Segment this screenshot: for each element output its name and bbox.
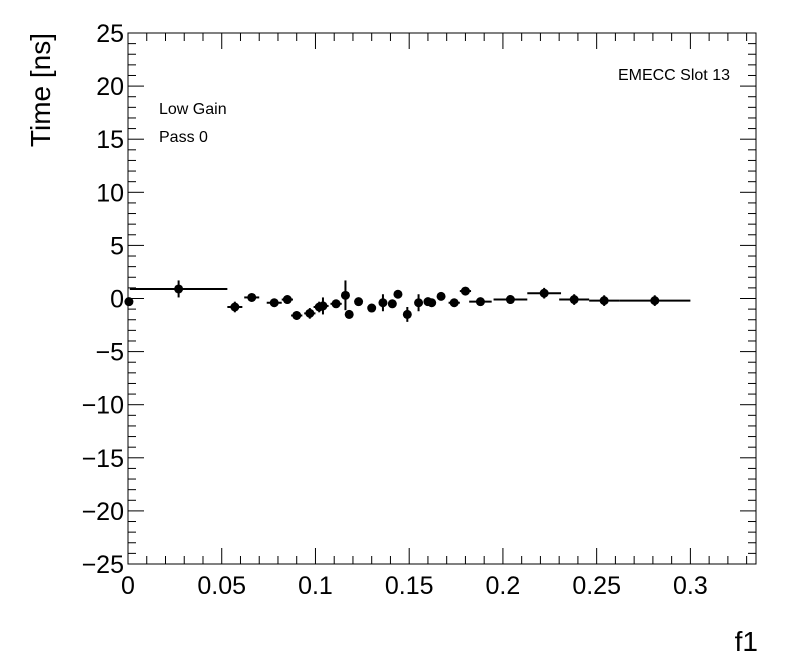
- data-point: [493, 295, 528, 305]
- data-marker: [174, 284, 184, 294]
- data-point: [367, 303, 377, 313]
- data-marker: [124, 297, 134, 307]
- data-point: [387, 299, 397, 309]
- y-tick-labels: −25 −20 −15 −10 −5 0 5 10 15 20 25: [82, 20, 124, 579]
- data-point: [244, 292, 260, 302]
- data-point: [317, 297, 329, 315]
- data-point: [304, 308, 316, 319]
- data-marker: [460, 286, 470, 296]
- data-marker: [269, 298, 279, 308]
- data-marker: [344, 309, 354, 319]
- data-point: [527, 287, 562, 299]
- data-marker: [569, 295, 579, 305]
- data-marker: [378, 298, 388, 308]
- data-marker: [318, 301, 328, 311]
- data-marker: [387, 299, 397, 309]
- data-point: [559, 294, 590, 305]
- x-tick-label: 0.1: [298, 572, 333, 600]
- y-tick-label: 0: [110, 286, 124, 314]
- data-marker: [230, 302, 240, 312]
- data-point: [129, 280, 228, 298]
- data-point: [448, 298, 460, 308]
- data-marker: [505, 295, 515, 305]
- y-tick-label: −20: [82, 498, 124, 526]
- data-marker: [650, 296, 660, 306]
- data-point: [589, 295, 620, 306]
- data-point: [344, 309, 354, 319]
- y-tick-label: 15: [96, 126, 124, 154]
- data-marker: [402, 309, 412, 319]
- data-point: [393, 289, 403, 299]
- y-tick-label: −15: [82, 445, 124, 473]
- data-point: [330, 299, 342, 309]
- data-point: [378, 294, 388, 312]
- data-marker: [414, 298, 424, 308]
- data-marker: [436, 291, 446, 301]
- data-marker: [427, 298, 437, 308]
- y-tick-label: −25: [82, 551, 124, 579]
- data-marker: [367, 303, 377, 313]
- data-point: [469, 297, 492, 307]
- data-point: [459, 286, 472, 296]
- data-point: [340, 280, 350, 311]
- y-tick-label: −5: [95, 339, 124, 367]
- pass-label: Pass 0: [159, 129, 208, 146]
- y-tick-label: 10: [96, 179, 124, 207]
- x-tick-label: 0.05: [197, 572, 246, 600]
- data-marker: [539, 288, 549, 298]
- y-tick-label: 20: [96, 73, 124, 101]
- data-point: [619, 295, 691, 306]
- data-marker: [282, 295, 292, 305]
- y-tick-label: 5: [110, 232, 124, 260]
- x-tick-label: 0: [121, 572, 135, 600]
- data-point: [281, 295, 293, 305]
- data-marker: [331, 299, 341, 309]
- y-tick-label: 25: [96, 20, 124, 48]
- x-tick-label: 0.2: [486, 572, 521, 600]
- data-point: [291, 310, 303, 320]
- data-marker: [292, 310, 302, 320]
- y-tick-label: −10: [82, 392, 124, 420]
- data-point: [436, 291, 446, 301]
- data-point: [427, 298, 437, 308]
- data-marker: [305, 308, 315, 318]
- plot-frame: [127, 32, 757, 565]
- data-points: [124, 280, 691, 322]
- slot-label: EMECC Slot 13: [618, 67, 730, 84]
- data-point: [266, 298, 282, 308]
- data-marker: [393, 289, 403, 299]
- data-point: [227, 301, 243, 313]
- x-tick-label: 0.3: [673, 572, 708, 600]
- y-axis-title: Time [ns]: [25, 33, 56, 147]
- x-tick-label: 0.15: [385, 572, 434, 600]
- data-marker: [449, 298, 459, 308]
- data-marker: [599, 296, 609, 306]
- data-point: [354, 297, 364, 307]
- x-axis-title: f1: [735, 626, 758, 657]
- x-tick-labels: 0 0.05 0.1 0.15 0.2 0.25 0.3: [121, 572, 708, 600]
- data-point: [402, 306, 412, 322]
- data-marker: [354, 297, 364, 307]
- gain-label: Low Gain: [159, 101, 227, 118]
- data-marker: [475, 297, 485, 307]
- data-point: [124, 297, 134, 307]
- data-marker: [247, 292, 257, 302]
- data-point: [414, 294, 424, 312]
- x-tick-label: 0.25: [572, 572, 621, 600]
- data-marker: [340, 290, 350, 300]
